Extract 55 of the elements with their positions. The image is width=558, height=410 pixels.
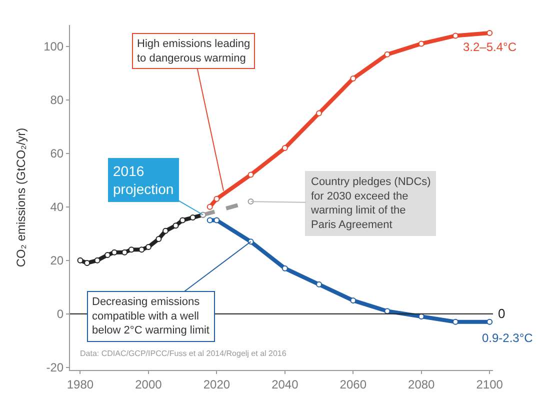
point	[206, 204, 213, 210]
annotation: 3.2–5.4°C	[463, 40, 517, 54]
point	[486, 30, 493, 36]
annotation: Decreasing emissions compatible with a well below 2°C warming limit	[92, 296, 210, 337]
point	[190, 214, 196, 221]
point	[145, 244, 152, 250]
point	[172, 222, 179, 229]
point	[282, 145, 288, 152]
x-tick-label: 1980	[66, 377, 94, 392]
point	[384, 51, 390, 58]
point	[248, 172, 254, 178]
point	[138, 246, 145, 253]
point	[350, 75, 356, 82]
x-tick-label: 2060	[340, 377, 367, 392]
annotation: 2016 projection	[113, 163, 174, 198]
point	[350, 297, 356, 304]
y-tick-label: 80	[50, 93, 64, 108]
point	[84, 260, 90, 266]
annotation: Data: CDIAC/GCP/IPCC/Fuss et al 2014/Rogelj et al 2016	[80, 349, 287, 358]
point	[486, 318, 493, 325]
point	[122, 249, 128, 256]
annotation: 0.9-2.3°C	[482, 331, 534, 345]
point	[128, 246, 134, 253]
point	[452, 32, 458, 39]
point	[282, 265, 288, 272]
y-tick-label: -20	[46, 360, 64, 375]
point	[94, 257, 100, 264]
point	[156, 236, 162, 242]
point	[111, 249, 118, 256]
point	[180, 217, 186, 224]
annotation: High emissions leading to dangerous warming	[137, 38, 250, 64]
y-tick-label: 20	[50, 254, 64, 268]
point	[214, 196, 220, 202]
y-tick-label: 60	[50, 146, 64, 161]
point	[104, 252, 111, 258]
point	[214, 217, 220, 224]
point	[77, 257, 84, 264]
point	[418, 40, 424, 47]
y-tick-label: 100	[44, 40, 64, 54]
point	[384, 308, 390, 314]
y-tick-label: 0	[56, 307, 64, 322]
y-axis-title: CO₂ emissions (GtCO₂/yr)	[14, 128, 28, 268]
point	[162, 228, 169, 234]
point	[316, 110, 322, 116]
x-tick-label: 2000	[135, 377, 162, 392]
x-tick-label: 2020	[203, 377, 230, 392]
ref-line-label: 0	[498, 306, 506, 321]
annotation: Country pledges (NDCs) for 2030 exceed the warming limit of the Paris Agreement	[310, 176, 431, 231]
x-tick-label: 2080	[408, 377, 436, 392]
x-tick-label: 2100	[476, 377, 504, 392]
y-tick-label: 40	[50, 200, 64, 214]
point	[418, 314, 424, 320]
point	[206, 217, 213, 224]
x-tick-label: 2040	[272, 377, 299, 392]
point	[316, 281, 322, 288]
